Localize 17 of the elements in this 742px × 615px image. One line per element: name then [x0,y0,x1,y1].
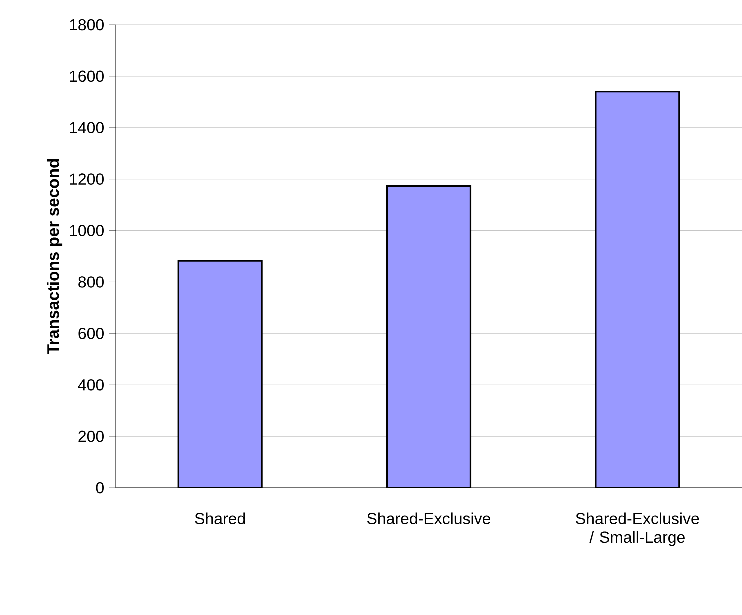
x-tick-label: Shared-Exclusive / Small-Large [576,512,700,546]
y-tick-label: 1800 [70,19,104,31]
y-tick-label: 600 [78,328,104,340]
y-tick-label: 1200 [70,174,104,185]
y-axis-title: Transactions per second [47,159,63,354]
y-tick-label: 200 [78,430,104,442]
y-tick-label: 1000 [70,225,104,236]
bar [386,185,472,488]
x-tick-label: Shared-Exclusive [367,512,491,524]
y-tick-label: 800 [78,276,104,288]
x-tick-label: Shared [195,512,246,524]
bar [178,260,263,488]
y-tick-label: 0 [96,482,104,494]
bar [595,91,680,488]
y-tick-label: 1600 [70,70,104,82]
y-tick-label: 400 [78,379,104,391]
y-tick-label: 1400 [70,122,104,134]
